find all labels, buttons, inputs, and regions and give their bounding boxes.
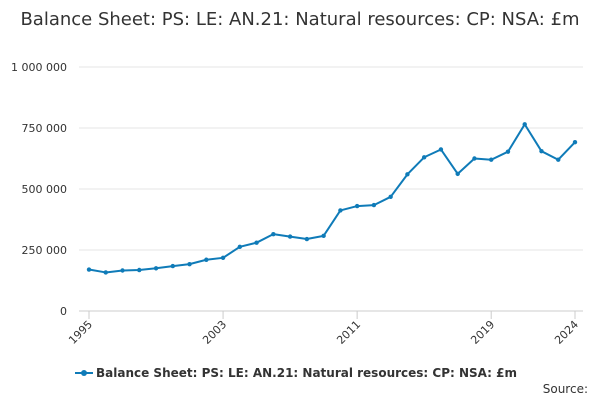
legend-label: Balance Sheet: PS: LE: AN.21: Natural re… bbox=[96, 366, 518, 380]
y-tick-label: 250 000 bbox=[22, 244, 68, 257]
series-layer bbox=[86, 122, 578, 275]
axes bbox=[79, 310, 583, 319]
series-line bbox=[88, 123, 576, 274]
data-point[interactable] bbox=[438, 147, 444, 152]
x-tick-label: 2019 bbox=[468, 318, 497, 347]
y-tick-label: 0 bbox=[60, 305, 67, 318]
data-point[interactable] bbox=[522, 122, 527, 127]
legend-line-icon bbox=[75, 370, 93, 376]
data-point[interactable] bbox=[304, 236, 310, 242]
data-point[interactable] bbox=[237, 244, 243, 250]
y-tick-label: 1 000 000 bbox=[11, 61, 67, 74]
y-tick-label: 750 000 bbox=[22, 122, 68, 135]
data-point[interactable] bbox=[472, 156, 477, 161]
x-tick-label: 1995 bbox=[66, 318, 95, 347]
data-point[interactable] bbox=[271, 231, 276, 237]
data-point[interactable] bbox=[405, 172, 410, 177]
data-point[interactable] bbox=[455, 171, 460, 177]
data-point[interactable] bbox=[572, 139, 578, 145]
data-point[interactable] bbox=[505, 149, 511, 154]
data-point[interactable] bbox=[421, 155, 427, 160]
x-tick-label: 2024 bbox=[552, 318, 581, 347]
data-point[interactable] bbox=[489, 157, 494, 162]
data-point[interactable] bbox=[86, 267, 92, 272]
data-point[interactable] bbox=[137, 267, 142, 273]
data-point[interactable] bbox=[354, 203, 360, 209]
data-point[interactable] bbox=[388, 194, 393, 200]
data-point[interactable] bbox=[539, 148, 544, 154]
data-point[interactable] bbox=[254, 240, 259, 245]
data-point[interactable] bbox=[287, 234, 293, 239]
data-point[interactable] bbox=[371, 202, 377, 208]
data-point[interactable] bbox=[103, 270, 108, 275]
data-point[interactable] bbox=[338, 208, 343, 213]
gridlines bbox=[79, 66, 583, 251]
data-point[interactable] bbox=[187, 261, 192, 267]
x-axis-tick-labels: 1995 2003 2011 2019 2024 bbox=[66, 318, 581, 347]
y-tick-label: 500 000 bbox=[22, 183, 68, 196]
legend[interactable]: Balance Sheet: PS: LE: AN.21: Natural re… bbox=[75, 366, 517, 380]
data-point[interactable] bbox=[321, 233, 326, 239]
x-tick-label: 2011 bbox=[334, 318, 363, 347]
data-point[interactable] bbox=[153, 266, 159, 271]
data-point[interactable] bbox=[204, 257, 209, 262]
data-point[interactable] bbox=[120, 268, 125, 273]
data-point[interactable] bbox=[220, 255, 226, 261]
data-point[interactable] bbox=[556, 157, 561, 162]
x-tick-label: 2003 bbox=[200, 318, 229, 347]
source-label: Source: bbox=[542, 382, 588, 396]
y-axis-tick-labels: 0 250 000 500 000 750 000 1 000 000 bbox=[11, 61, 67, 318]
data-point[interactable] bbox=[170, 263, 175, 269]
chart-title: Balance Sheet: PS: LE: AN.21: Natural re… bbox=[20, 9, 580, 30]
